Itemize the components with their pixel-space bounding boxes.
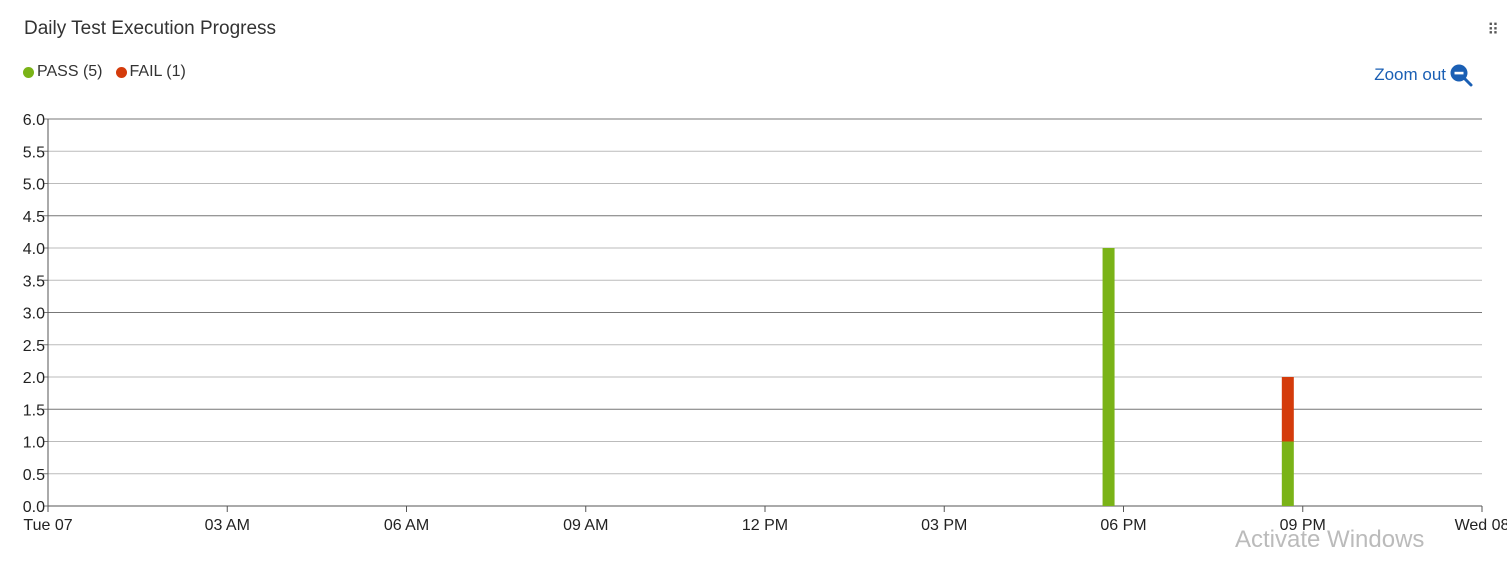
y-tick-label: 4.0 <box>23 241 45 258</box>
bar-pass <box>1102 248 1115 506</box>
legend-item-pass[interactable]: PASS (5) <box>23 63 103 81</box>
y-tick-label: 5.5 <box>23 144 45 161</box>
zoom-out-button[interactable]: Zoom out <box>1374 63 1473 87</box>
x-tick-label: Wed 08 <box>1455 517 1507 534</box>
x-tick-label: 03 AM <box>205 517 250 534</box>
activate-windows-watermark: Activate Windows <box>1235 526 1425 553</box>
y-tick-label: 3.5 <box>23 273 45 290</box>
legend-item-fail[interactable]: FAIL (1) <box>115 63 186 81</box>
y-tick-label: 0.5 <box>23 467 45 484</box>
x-tick-label: 09 PM <box>1280 517 1326 534</box>
y-tick-label: 2.0 <box>23 370 45 387</box>
chart-title: Daily Test Execution Progress <box>24 18 277 39</box>
x-tick-label: 09 AM <box>563 517 608 534</box>
zoom-out-icon <box>1450 64 1473 87</box>
zoom-out-label: Zoom out <box>1374 65 1446 84</box>
legend-label-fail: FAIL (1) <box>129 63 186 80</box>
x-tick-label: Tue 07 <box>23 517 72 534</box>
drag-handle-icon[interactable]: ⠿ <box>1487 22 1499 39</box>
bar-fail <box>1281 377 1294 442</box>
x-tick-label: 03 PM <box>921 517 967 534</box>
y-tick-label: 2.5 <box>23 338 45 355</box>
y-tick-label: 6.0 <box>23 112 45 129</box>
legend: PASS (5) FAIL (1) <box>23 63 186 81</box>
bar-pass <box>1281 441 1294 506</box>
y-tick-label: 3.0 <box>23 306 45 323</box>
legend-label-pass: PASS (5) <box>37 63 103 80</box>
y-tick-label: 4.5 <box>23 209 45 226</box>
x-tick-label: 06 PM <box>1100 517 1146 534</box>
fail-dot-icon <box>115 66 127 78</box>
y-tick-label: 5.0 <box>23 177 45 194</box>
y-tick-label: 1.0 <box>23 435 45 452</box>
x-tick-label: 12 PM <box>742 517 788 534</box>
y-tick-label: 1.5 <box>23 402 45 419</box>
pass-dot-icon <box>23 66 34 78</box>
x-tick-label: 06 AM <box>384 517 429 534</box>
y-tick-label: 0.0 <box>23 499 45 516</box>
